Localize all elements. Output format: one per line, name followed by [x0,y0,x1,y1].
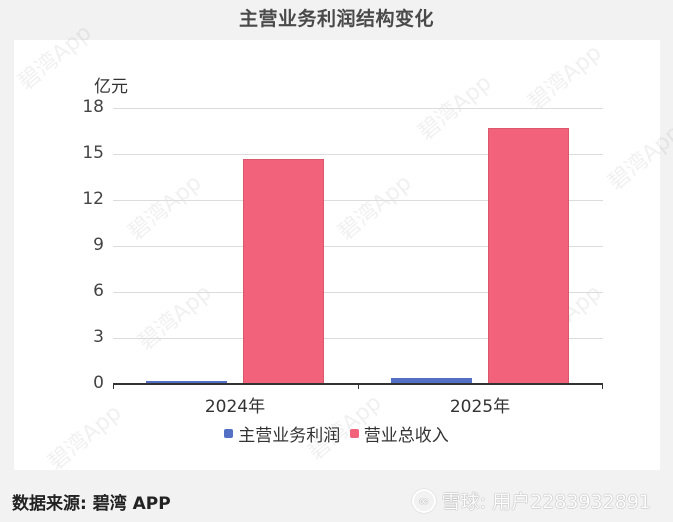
gridline [113,154,603,155]
profit-swatch-icon [224,429,234,438]
gridline [113,200,603,201]
legend-item-profit[interactable]: 主营业务利润 [224,421,340,446]
y-tick-label: 12 [82,189,104,209]
x-label-2025: 2025年 [449,397,511,417]
y-tick-label: 3 [93,327,104,347]
revenue-swatch-icon [349,429,359,438]
legend: 主营业务利润 营业总收入 [0,421,673,446]
xueqiu-credit: ∞ 雪球: 用户2283932891 [411,487,651,514]
gridline [113,292,603,293]
x-axis-tick [358,383,359,389]
bar-revenue-2024年[interactable] [243,158,324,384]
legend-item-revenue[interactable]: 营业总收入 [349,421,449,446]
data-source: 数据来源: 碧湾 APP [12,494,171,514]
chart-title: 主营业务利润结构变化 [238,8,434,30]
x-label-2024: 2024年 [204,397,266,417]
y-axis-unit: 亿元 [94,77,128,97]
credit-text: 雪球: 用户2283932891 [441,491,651,513]
legend-label-profit: 主营业务利润 [238,426,341,446]
bar-profit-2024年[interactable] [146,380,227,384]
x-axis-tick [602,383,603,389]
y-tick-label: 18 [82,97,104,117]
y-tick-label: 0 [93,373,104,393]
y-tick-label: 9 [93,235,104,255]
xueqiu-logo-icon: ∞ [411,488,436,513]
legend-label-revenue: 营业总收入 [363,426,449,446]
bar-profit-2025年[interactable] [391,377,472,384]
gridline [113,246,603,247]
x-axis-tick [113,383,114,389]
bar-revenue-2025年[interactable] [488,127,569,384]
y-tick-label: 15 [82,143,104,163]
gridline [113,108,603,109]
y-tick-label: 6 [93,281,104,301]
gridline [113,338,603,339]
